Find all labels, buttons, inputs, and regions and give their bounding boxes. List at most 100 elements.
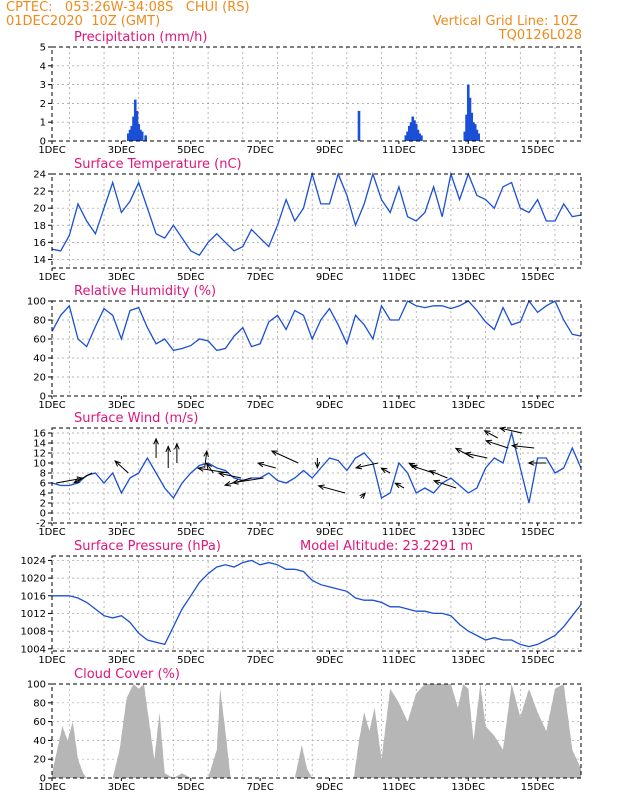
x-tick-label: 9DEC	[316, 782, 343, 793]
y-tick-label: 0	[40, 137, 46, 148]
wind-arrow-head	[73, 477, 81, 484]
y-tick-label: 100	[27, 297, 46, 308]
wind-series-line	[51, 430, 582, 504]
wind-arrow	[271, 450, 299, 464]
x-tick-label: 9DEC	[316, 527, 343, 538]
temp-series-line	[51, 171, 582, 257]
x-tick-label: 13DEC	[451, 145, 485, 156]
y-tick-label: 18	[33, 221, 46, 232]
x-tick-label: 5DEC	[177, 145, 204, 156]
precip-bar	[416, 129, 420, 141]
x-tick-label: 1DEC	[38, 527, 65, 538]
x-tick-label: 13DEC	[451, 272, 485, 283]
precip-bar	[470, 112, 474, 141]
wind-arrow	[114, 460, 129, 474]
x-tick-label: 5DEC	[177, 655, 204, 666]
wind-arrow-head	[174, 442, 180, 450]
y-tick-label: 40	[33, 736, 46, 747]
wind-arrow-head	[165, 445, 172, 453]
header-grid-line-note: Vertical Grid Line: 10Z	[432, 14, 578, 29]
precip-bar	[137, 124, 141, 141]
y-tick-label: 0	[40, 774, 46, 785]
x-tick-label: 1DEC	[38, 655, 65, 666]
wind-arrow-head	[231, 479, 239, 485]
x-tick-label: 1DEC	[38, 400, 65, 411]
y-tick-label: 16	[33, 238, 46, 249]
wind-frame	[51, 427, 582, 524]
y-tick-label: 1020	[21, 574, 46, 585]
wind-arrow-head	[223, 481, 232, 487]
wind-arrow	[218, 472, 242, 479]
precip-title: Precipitation (mm/h)	[74, 30, 207, 45]
y-tick-label: 1008	[21, 627, 46, 638]
wind-title: Surface Wind (m/s)	[74, 411, 198, 426]
precip-bar	[468, 97, 472, 141]
y-tick-label: 12	[33, 449, 46, 460]
rh-title: Relative Humidity (%)	[74, 284, 216, 299]
wind-arrow	[56, 477, 83, 484]
y-tick-label: 1012	[21, 609, 46, 620]
header-station: CPTEC: 053:26W-34:08S CHUI (RS)	[6, 0, 250, 15]
x-tick-label: 7DEC	[246, 527, 273, 538]
pres-panel: 1004 1008 1012 1016 1020 1024 1DEC 3DEC 5DEC 7DEC…	[21, 539, 582, 666]
y-tick-label: 1024	[21, 556, 46, 567]
precip-bar	[130, 125, 134, 141]
temp-frame	[51, 173, 582, 269]
precip-bar	[473, 124, 477, 141]
x-tick-label: 7DEC	[246, 272, 273, 283]
x-tick-label: 11DEC	[382, 145, 416, 156]
precip-bar	[414, 124, 418, 141]
wind-arrow	[465, 452, 488, 459]
precip-bar	[127, 133, 130, 141]
wind-arrow	[355, 462, 379, 469]
x-tick-label: 1DEC	[38, 272, 65, 283]
wind-arrow-head	[354, 463, 363, 470]
y-tick-label: 4	[40, 61, 46, 72]
wind-arrow-head	[205, 462, 213, 470]
precip-frame	[51, 46, 582, 142]
x-tick-label: 3DEC	[108, 145, 135, 156]
wind-arrow-head	[464, 451, 472, 458]
precip-bar	[357, 110, 361, 141]
cloud-panel: 0 20 40 60 80 100 1DEC 3DEC 5DEC 7DEC 9DEC 11DEC 13D…	[27, 667, 582, 793]
x-tick-label: 15DEC	[521, 782, 555, 793]
precip-bar	[465, 114, 468, 141]
y-tick-label: 20	[33, 373, 46, 384]
wind-arrow-head	[454, 447, 462, 454]
precip-bar	[411, 116, 415, 141]
wind-arrow-head	[410, 464, 418, 471]
wind-arrow	[381, 467, 391, 474]
y-tick-label: 24	[33, 170, 46, 181]
wind-arrow-head	[527, 460, 535, 466]
y-tick-label: 10	[33, 459, 46, 470]
wind-arrow	[512, 445, 535, 449]
precip-bar	[407, 125, 411, 141]
wind-arrow-head	[256, 461, 265, 468]
y-tick-label: 100	[27, 680, 46, 691]
wind-arrow-head	[270, 450, 278, 456]
precip-bar	[404, 135, 408, 141]
cloud-cover-area	[52, 684, 581, 778]
x-tick-label: 5DEC	[177, 527, 204, 538]
pres-frame	[51, 555, 582, 652]
x-tick-label: 3DEC	[108, 527, 135, 538]
y-tick-label: 6	[40, 479, 46, 490]
x-tick-label: 3DEC	[108, 272, 135, 283]
x-tick-label: 11DEC	[382, 655, 416, 666]
precip-bar	[132, 116, 135, 141]
x-tick-label: 3DEC	[108, 400, 135, 411]
rh-series-line	[51, 299, 582, 352]
wind-arrow-head	[217, 471, 226, 478]
wind-arrow-head	[380, 467, 388, 474]
y-tick-label: -2	[36, 519, 46, 530]
x-tick-label: 11DEC	[382, 527, 416, 538]
wind-arrow-head	[203, 449, 209, 458]
pres-series-line	[52, 559, 582, 648]
wind-arrow	[499, 427, 523, 434]
x-tick-label: 15DEC	[521, 655, 555, 666]
precip-bar	[463, 131, 467, 141]
rh-panel: 0 20 40 60 80 100 1DEC 3DEC 5DEC 7DEC 9DEC 11DEC 13D…	[27, 284, 582, 411]
wind-arrow	[485, 440, 509, 449]
cloud-title: Cloud Cover (%)	[74, 667, 180, 682]
y-tick-label: 5	[40, 43, 46, 54]
